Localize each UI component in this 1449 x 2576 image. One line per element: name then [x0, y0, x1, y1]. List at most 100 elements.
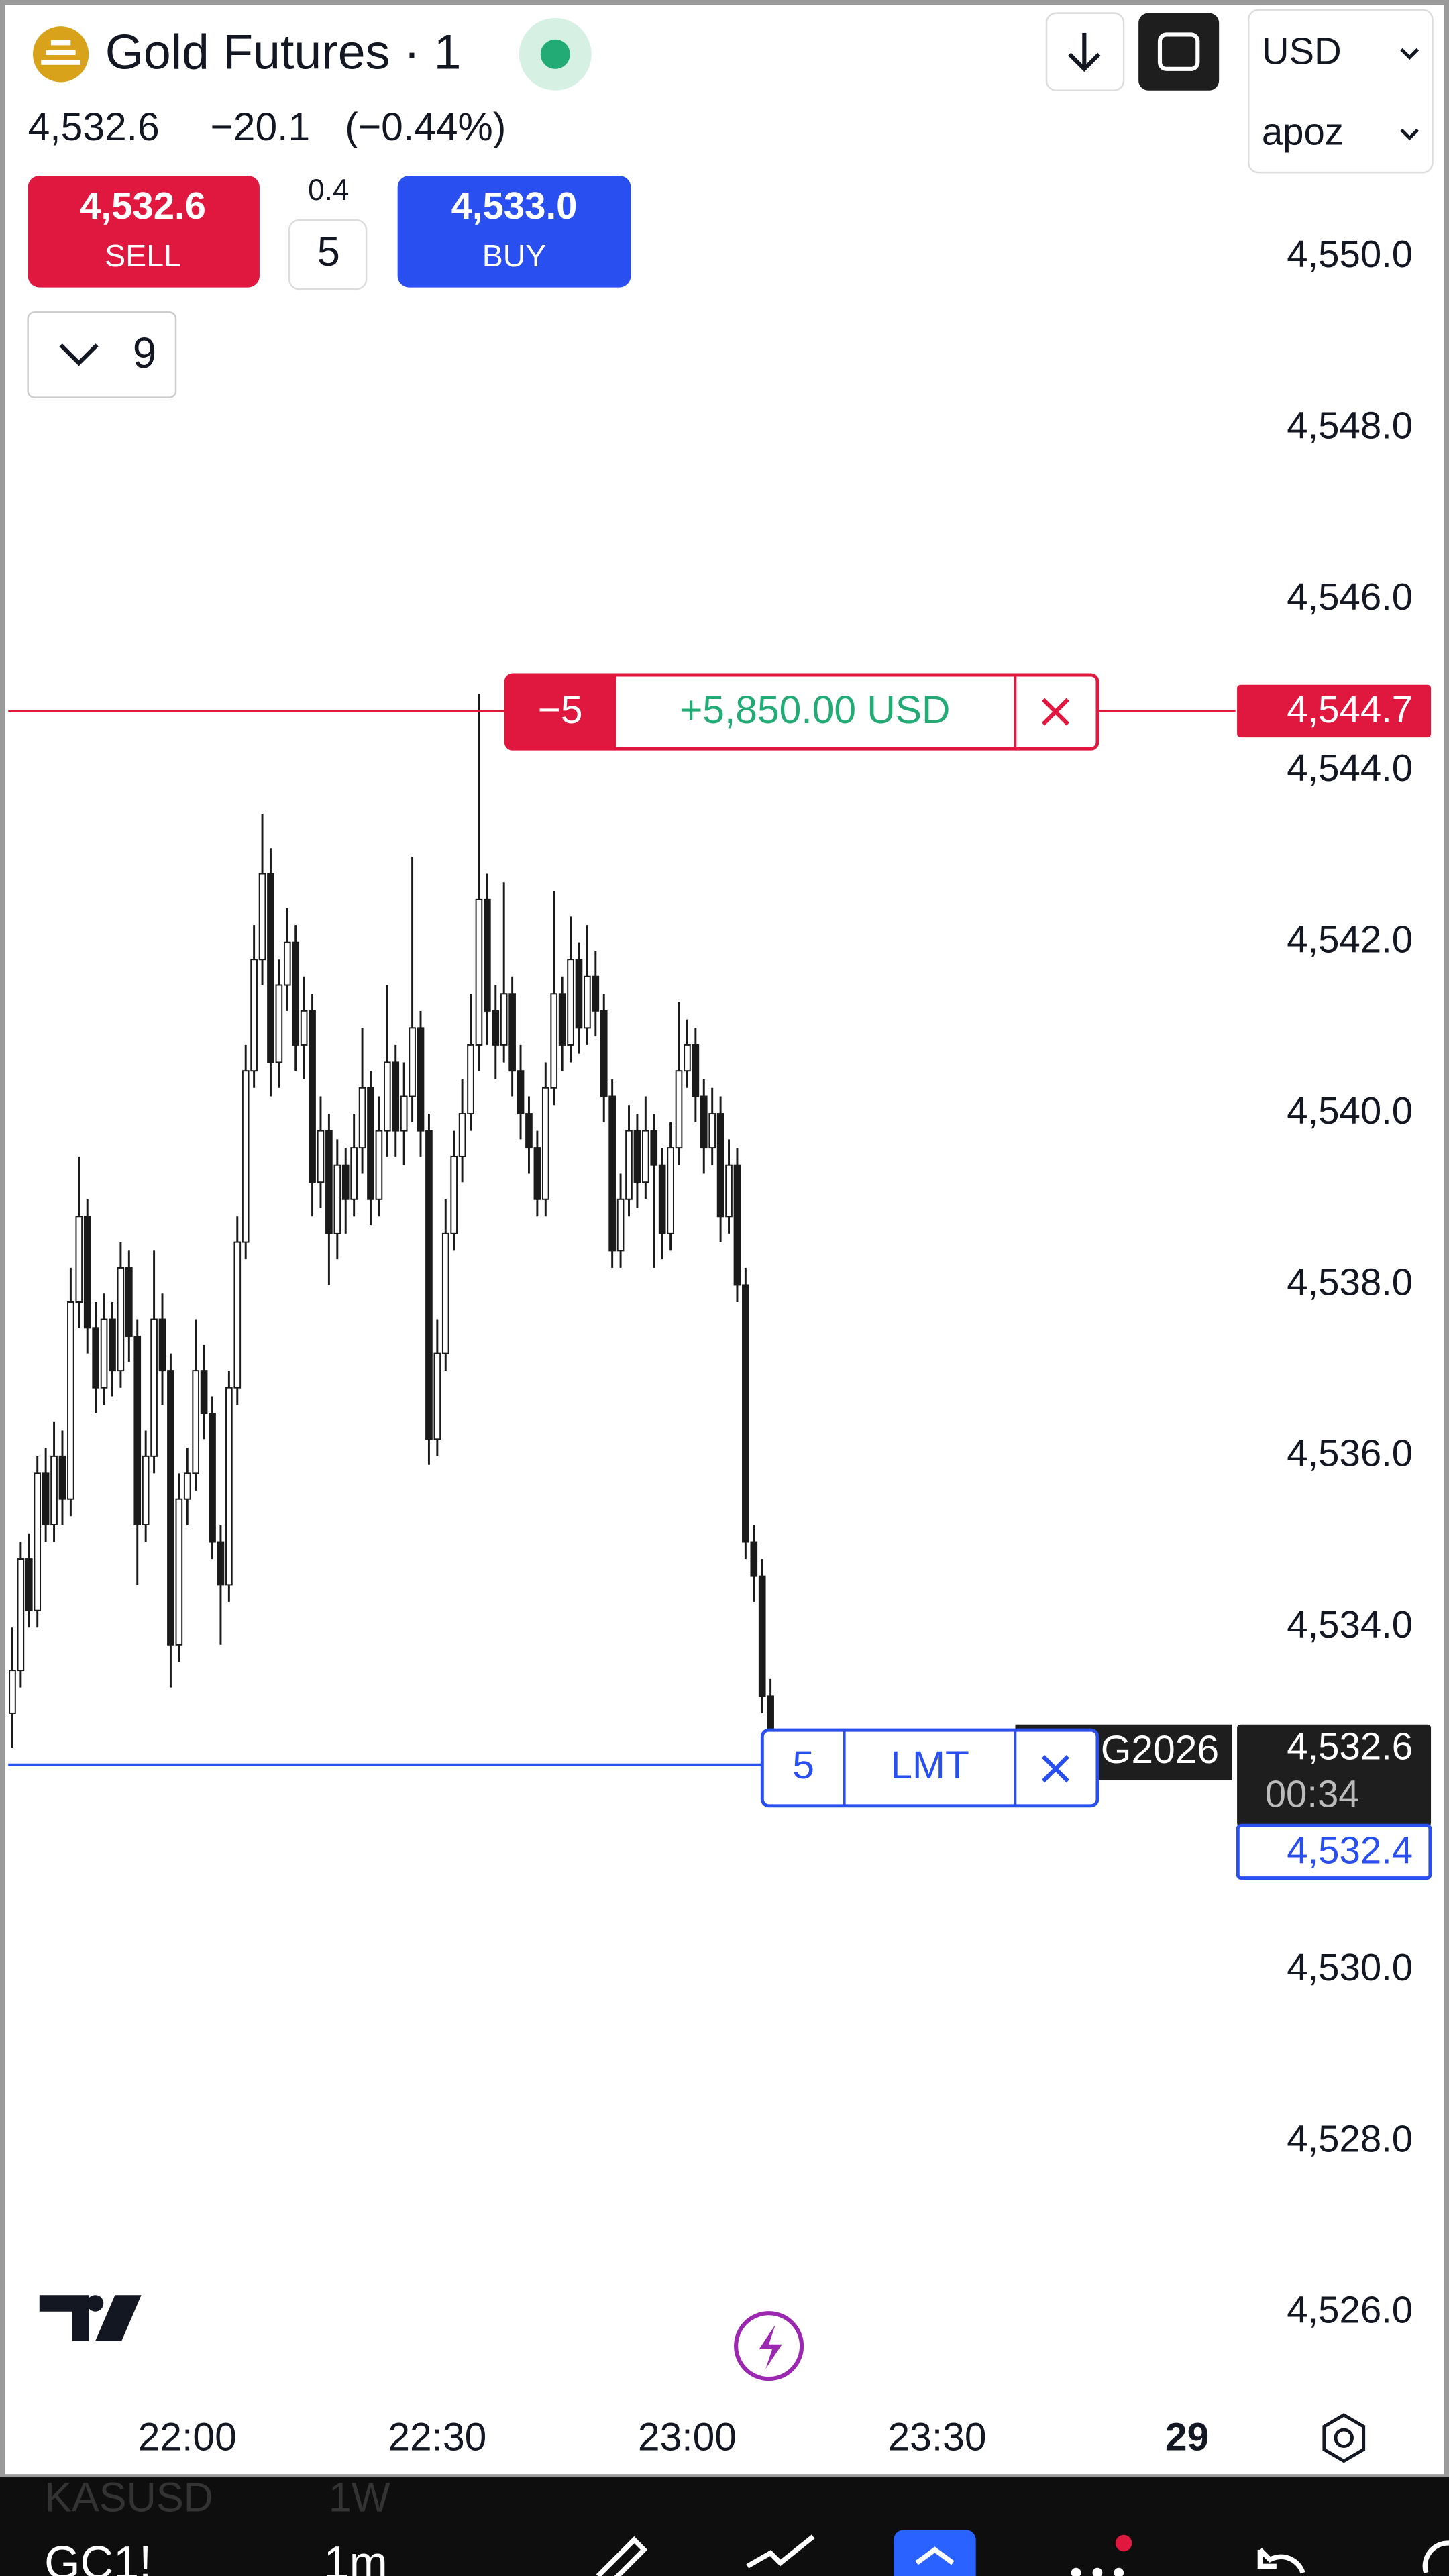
candle-body [608, 1095, 616, 1252]
candle-body [34, 1472, 42, 1611]
order-line[interactable]: 5 LMT [8, 1728, 1099, 1808]
order-price: 4,532.4 [1287, 1829, 1413, 1872]
candle-body [17, 1558, 25, 1672]
trade-tab[interactable] [894, 2530, 976, 2576]
candle-body [50, 1455, 58, 1525]
order-box[interactable] [760, 1728, 1099, 1808]
candle-body [441, 1232, 449, 1354]
candle-body [258, 873, 266, 961]
candle-body [692, 1044, 700, 1097]
candle-body [75, 1216, 83, 1303]
undo-button[interactable] [1257, 2548, 1305, 2574]
interval-button[interactable]: 1m [323, 2536, 387, 2576]
candle-body [475, 898, 483, 1046]
chevron [1400, 128, 1419, 141]
sell-label: SELL [105, 238, 181, 273]
buy-button[interactable] [397, 176, 631, 288]
price-axis: 4,526.0 4,528.0 4,530.0 4,534.0 4,536.0 4,538… [1287, 233, 1413, 2331]
chevron [1400, 48, 1419, 60]
x-tick-label: 22:00 [138, 2415, 237, 2459]
candle-body [733, 1164, 741, 1286]
candle-body [567, 959, 574, 1046]
indicators-toggle[interactable] [27, 311, 177, 398]
candle-body [67, 1301, 74, 1500]
settings-icon[interactable] [1322, 2413, 1366, 2463]
indicators-count: 9 [133, 329, 156, 377]
candle-body [367, 1087, 374, 1200]
candle-body [750, 1541, 758, 1577]
menu-dot[interactable] [1071, 2567, 1081, 2576]
candle-body [241, 1070, 250, 1243]
buy-label: BUY [482, 238, 547, 273]
menu-dot [1114, 2567, 1124, 2576]
candle-body [192, 1370, 200, 1474]
tradingview-logo[interactable] [39, 2295, 142, 2341]
y-tick-label: 4,538.0 [1287, 1260, 1413, 1303]
candle-body [500, 993, 508, 1046]
fullscreen-button[interactable] [1138, 13, 1220, 91]
plot-area [9, 694, 774, 1765]
candle-body [200, 1370, 208, 1414]
candle-body [708, 1113, 716, 1149]
candle-body [725, 1164, 733, 1218]
candle-body [217, 1541, 225, 1586]
candle-body [658, 1164, 666, 1234]
buy-price: 4,533.0 [451, 184, 578, 227]
analysis-tool[interactable] [746, 2534, 815, 2569]
y-tick-label: 4,536.0 [1287, 1432, 1413, 1474]
candle-body [484, 898, 491, 1012]
spread: 0.4 [308, 174, 349, 207]
sell-button[interactable] [28, 176, 260, 288]
y-tick-label: 4,534.0 [1287, 1603, 1413, 1646]
cancel-order[interactable] [1041, 1755, 1070, 1783]
menu-dot [1092, 2567, 1103, 2576]
candle-body [742, 1284, 749, 1543]
candle-body [716, 1113, 724, 1218]
x-tick-label: 29 [1165, 2415, 1209, 2459]
watch-interval[interactable]: 1W [329, 2475, 390, 2520]
candle-body [517, 1070, 525, 1115]
y-tick-label: 4,540.0 [1287, 1089, 1413, 1132]
candle-body [117, 1267, 125, 1372]
order-price-tag: 4,532.4 [1236, 1823, 1432, 1880]
symbol-button[interactable]: GC1! [44, 2536, 152, 2576]
settings-dot [1334, 2428, 1354, 2448]
quantity-box[interactable] [288, 219, 368, 290]
candle-body [109, 1318, 116, 1372]
position-pnl: +5,850.00 USD [680, 688, 950, 732]
candle-body [550, 993, 558, 1089]
account-select[interactable]: apoz [1262, 111, 1344, 153]
candle-body [267, 873, 274, 1063]
y-tick-label: 4,550.0 [1287, 233, 1413, 275]
candle-body [642, 1130, 649, 1183]
candle-body [9, 1670, 16, 1714]
draw-tool[interactable] [596, 2536, 648, 2576]
candle-body [400, 1095, 408, 1132]
trade-icon [915, 2546, 955, 2565]
last-price-label: 4,532.6 [1287, 1725, 1413, 1767]
lightning-icon [759, 2324, 782, 2369]
symbol-title[interactable]: Gold Futures · 1 [105, 24, 462, 80]
redo-button[interactable] [1422, 2540, 1449, 2574]
candle-body [533, 1147, 541, 1200]
bar-countdown: 00:34 [1265, 1772, 1360, 1815]
contract: G2026 [1101, 1728, 1219, 1772]
last-price-tag [1237, 1724, 1432, 1827]
y-tick-label: 4,548.0 [1287, 404, 1413, 446]
candle-body [575, 959, 583, 1029]
x-tick-label: 23:00 [638, 2415, 737, 2459]
close-position[interactable] [1041, 698, 1070, 726]
candle-body [250, 959, 258, 1072]
candle-body [508, 993, 516, 1072]
account-panel [1248, 9, 1434, 174]
position-line[interactable]: −5 +5,850.00 USD 4,544.7 [8, 673, 1432, 751]
last-price: 4,532.6 [28, 105, 160, 149]
candle-body [375, 1130, 383, 1200]
order-price-box [1236, 1823, 1432, 1880]
currency-select[interactable]: USD [1262, 30, 1342, 72]
candle-body [100, 1318, 108, 1389]
watch-symbol[interactable]: KASUSD [44, 2475, 213, 2520]
candle-body [333, 1164, 341, 1234]
position-price-tag [1237, 684, 1432, 738]
